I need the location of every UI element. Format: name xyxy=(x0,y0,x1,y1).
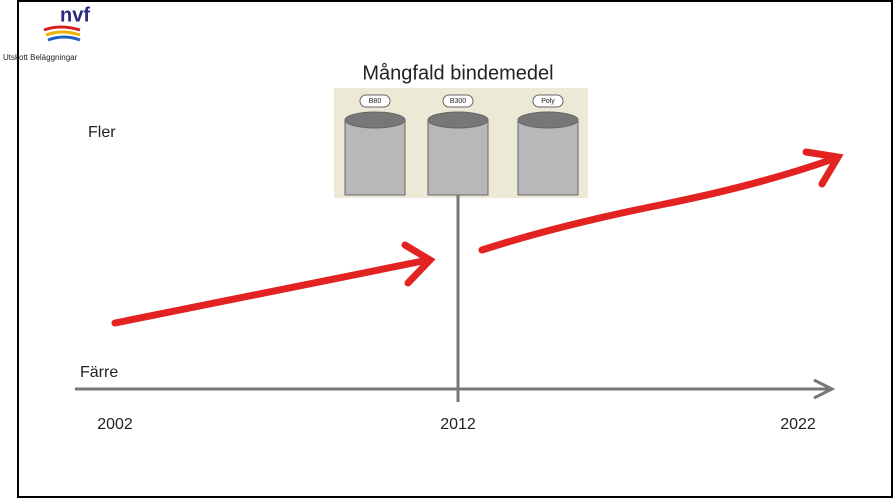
title: Mångfald bindemedel xyxy=(362,62,553,84)
logo-text: nvf xyxy=(60,4,90,26)
label-fewer: Färre xyxy=(80,364,118,381)
year-label: 2012 xyxy=(440,416,476,433)
tank-label: B300 xyxy=(450,98,466,105)
slide: nvf Utskott Beläggningar Mångfald bindem… xyxy=(0,0,895,499)
year-label: 2002 xyxy=(97,416,133,433)
logo-subtitle: Utskott Beläggningar xyxy=(3,53,78,62)
label-more: Fler xyxy=(88,124,116,141)
year-label: 2022 xyxy=(780,416,816,433)
tank-label: B80 xyxy=(369,98,382,105)
tank-label: Poly xyxy=(541,98,555,105)
tanks-picture: B80 B300 Poly xyxy=(334,88,588,198)
